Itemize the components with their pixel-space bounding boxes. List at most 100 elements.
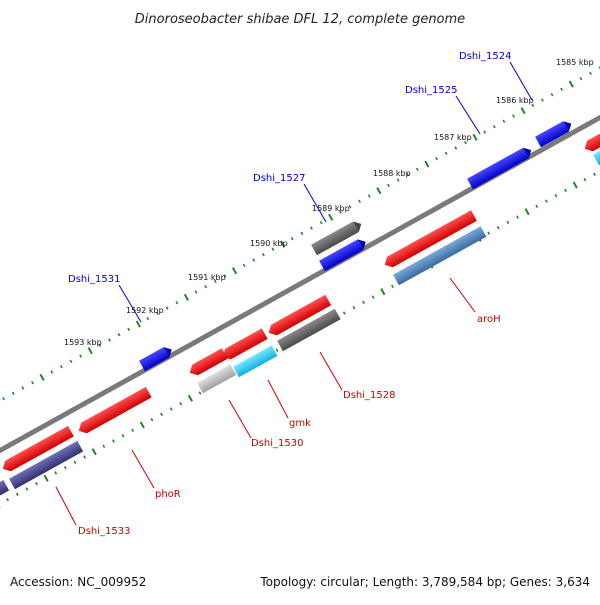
gene-dshi-1533[interactable] — [9, 440, 84, 490]
lower-tick-mark — [150, 417, 154, 422]
lower-tick-mark — [15, 492, 19, 497]
lower-tick-mark — [572, 181, 578, 189]
lower-tick-mark — [63, 465, 67, 470]
lower-tick-mark — [102, 444, 106, 449]
upper-tick-mark — [21, 386, 25, 390]
lower-tick-mark — [487, 231, 491, 235]
upper-tick-mark — [117, 332, 121, 337]
label-gmk[interactable]: gmk — [289, 418, 311, 429]
gene-dshi-1524[interactable] — [535, 118, 574, 148]
upper-tick-mark — [463, 140, 467, 145]
gene-dshi-1526[interactable] — [311, 219, 364, 256]
label-dshi-1524[interactable]: Dshi_1524 — [459, 51, 511, 62]
upper-tick-mark — [550, 92, 554, 97]
gene-dshi-1530[interactable] — [197, 364, 237, 394]
label-dshi-1530[interactable]: Dshi_1530 — [251, 438, 303, 449]
label-dshi-1527[interactable]: Dshi_1527 — [253, 173, 305, 184]
lower-tick-mark — [131, 428, 135, 433]
upper-tick-mark — [50, 370, 54, 374]
tick-label-1590: 1590 kbp — [250, 239, 288, 248]
upper-tick-mark — [183, 293, 189, 301]
upper-tick-mark — [502, 119, 506, 124]
gene-aroh-red[interactable] — [382, 210, 477, 270]
leader-gmk — [267, 379, 289, 419]
upper-tick-mark — [242, 263, 246, 268]
upper-tick-mark — [280, 240, 286, 248]
lower-tick-mark — [496, 225, 500, 230]
upper-tick-mark — [435, 156, 438, 161]
lower-tick-mark — [524, 208, 530, 216]
upper-tick-mark — [328, 213, 334, 221]
tick-label-1588: 1588 kbp — [373, 169, 411, 178]
gene-red-edge[interactable] — [582, 126, 600, 154]
upper-tick-mark — [310, 226, 313, 230]
gene-phor-red[interactable] — [76, 386, 152, 436]
gene-red-1530[interactable] — [187, 348, 228, 378]
upper-tick-mark — [87, 347, 93, 355]
gene-gmk[interactable] — [233, 345, 278, 378]
gene-red-1529a[interactable] — [266, 294, 332, 338]
gene-purple-edge[interactable] — [0, 479, 10, 498]
upper-tick-mark — [98, 343, 102, 348]
gene-dshi-1531[interactable] — [139, 344, 175, 372]
upper-tick-mark — [520, 107, 526, 115]
label-phor[interactable]: phoR — [155, 489, 181, 500]
gene-cyan-edge[interactable] — [593, 147, 600, 166]
upper-tick-mark — [135, 320, 141, 328]
upper-tick-mark — [31, 380, 34, 385]
upper-tick-mark — [146, 316, 150, 321]
upper-tick-mark — [406, 172, 410, 177]
tick-label-1592: 1592 kbp — [126, 306, 164, 315]
label-dshi-1533[interactable]: Dshi_1533 — [78, 526, 130, 537]
lower-tick-mark — [139, 421, 145, 429]
lower-tick-mark — [583, 177, 587, 182]
lower-tick-mark — [544, 199, 548, 203]
upper-tick-mark — [2, 396, 6, 401]
upper-tick-mark — [319, 220, 323, 225]
upper-tick-mark — [252, 258, 256, 262]
genome-summary-text: Topology: circular; Length: 3,789,584 bp… — [259, 575, 590, 589]
label-dshi-1528[interactable]: Dshi_1528 — [343, 390, 395, 401]
tick-label-1587: 1587 kbp — [434, 133, 472, 142]
gene-red-1529b[interactable] — [220, 328, 268, 362]
lower-tick-mark — [121, 433, 125, 438]
lower-tick-mark — [54, 471, 58, 475]
upper-tick-mark — [492, 124, 496, 129]
upper-tick-mark — [79, 354, 83, 358]
lower-tick-mark — [91, 448, 97, 456]
label-dshi-1531[interactable]: Dshi_1531 — [68, 274, 120, 285]
lower-tick-mark — [43, 474, 49, 482]
upper-tick-mark — [472, 133, 478, 141]
upper-tick-mark — [11, 391, 15, 396]
lower-tick-mark — [535, 204, 539, 209]
label-aroh[interactable]: aroH — [477, 314, 501, 325]
lower-tick-mark — [380, 288, 386, 296]
backbone-genes — [0, 126, 600, 474]
upper-tick-mark — [127, 327, 131, 332]
upper-tick-mark — [223, 274, 227, 278]
upper-tick-mark — [415, 167, 419, 172]
upper-tick-track — [2, 66, 600, 401]
gene-aroh[interactable] — [393, 226, 487, 286]
tick-label-1589: 1589 kbp — [312, 204, 350, 213]
upper-tick-mark — [387, 183, 390, 188]
upper-tick-mark — [204, 284, 208, 289]
upper-tick-mark — [424, 160, 430, 168]
gene-red-1532[interactable] — [0, 425, 74, 474]
gene-dshi-1528[interactable] — [277, 308, 341, 352]
tick-label-1585: 1585 kbp — [556, 58, 594, 67]
upper-tick-mark — [540, 98, 544, 102]
upper-tick-mark — [579, 76, 583, 81]
lower-tick-mark — [391, 284, 394, 289]
upper-tick-mark — [348, 204, 352, 209]
upper-tick-mark — [367, 194, 371, 198]
label-dshi-1525[interactable]: Dshi_1525 — [405, 85, 457, 96]
leader-dshi-1533 — [55, 486, 77, 526]
upper-tick-mark — [175, 300, 179, 305]
leader-dshi-1524 — [509, 61, 533, 101]
gene-dshi-1527[interactable] — [319, 237, 369, 272]
lower-tick-mark — [342, 311, 346, 315]
lower-tick-mark — [593, 172, 596, 177]
gene-dshi-1525[interactable] — [467, 145, 534, 190]
